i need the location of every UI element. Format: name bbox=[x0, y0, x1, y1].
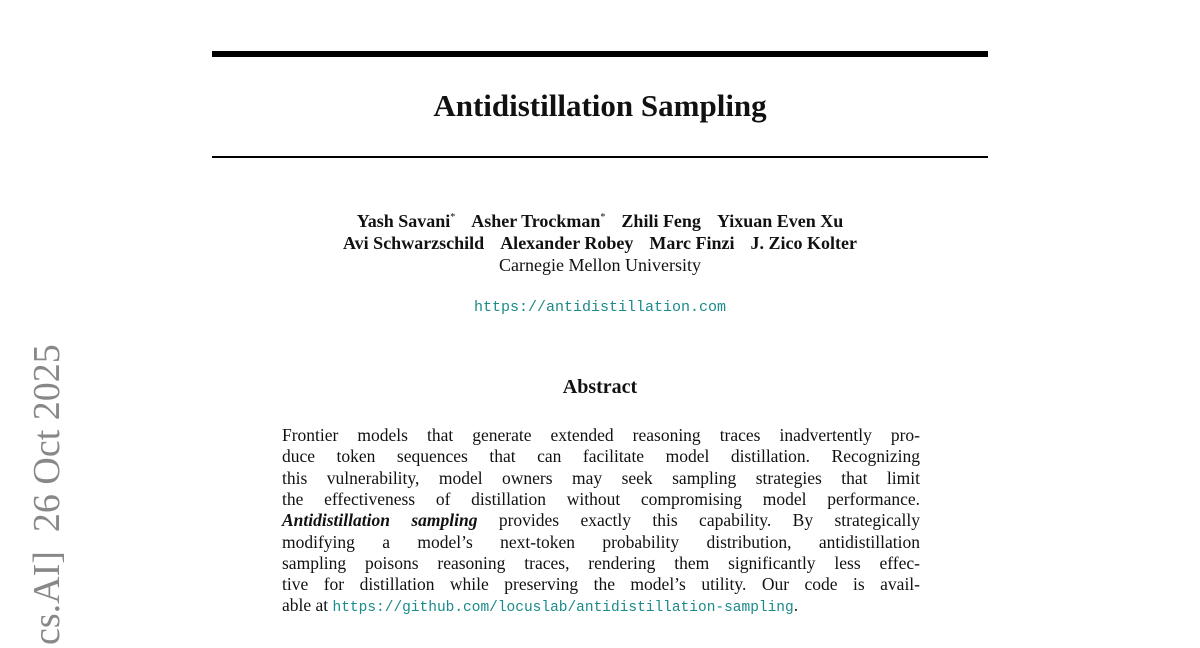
author: Marc Finzi bbox=[649, 233, 734, 253]
author-row: Yash Savani* Asher Trockman* Zhili Feng Yix… bbox=[0, 211, 1200, 232]
author-name: Yash Savani bbox=[356, 211, 451, 231]
author: Yixuan Even Xu bbox=[717, 211, 843, 231]
title-rule bbox=[212, 156, 988, 158]
abstract-line: the effectiveness of distillation withou… bbox=[282, 488, 920, 509]
project-url[interactable]: https://antidistillation.com bbox=[473, 299, 727, 316]
paper-title: Antidistillation Sampling bbox=[433, 88, 767, 123]
top-rule bbox=[212, 51, 988, 57]
author: J. Zico Kolter bbox=[751, 233, 857, 253]
abstract-line: Antidistillation sampling provides exact… bbox=[282, 510, 920, 531]
author-name: Avi Schwarzschild bbox=[343, 233, 485, 253]
abstract-line: this vulnerability, model owners may see… bbox=[282, 467, 920, 488]
author-name: Zhili Feng bbox=[621, 211, 701, 231]
author-name: Yixuan Even Xu bbox=[716, 211, 844, 231]
text: provides exactly this capability. By str… bbox=[477, 510, 920, 531]
text: . bbox=[793, 595, 799, 616]
author: Zhili Feng bbox=[621, 211, 701, 231]
author-mark: * bbox=[600, 212, 606, 223]
author-name: Asher Trockman bbox=[471, 211, 601, 231]
abstract-heading: Abstract bbox=[562, 376, 638, 398]
abstract-line: sampling poisons reasoning traces, rende… bbox=[282, 552, 920, 573]
abstract-line: Frontier models that generate extended r… bbox=[282, 425, 920, 445]
abstract-line: tive for distillation while preserving t… bbox=[282, 574, 920, 595]
author: Yash Savani* bbox=[357, 211, 456, 231]
code-link[interactable]: https://github.com/locuslab/antidistilla… bbox=[332, 600, 794, 617]
author-name: J. Zico Kolter bbox=[750, 233, 857, 253]
author-name: Alexander Robey bbox=[500, 233, 634, 253]
author-row: Avi Schwarzschild Alexander Robey Marc Fin… bbox=[0, 233, 1200, 254]
abstract-line: modifying a model’s next-token probabili… bbox=[282, 531, 920, 552]
affiliation: Carnegie Mellon University bbox=[499, 255, 701, 275]
abstract-line: duce token sequences that can facilitate… bbox=[282, 446, 920, 467]
emphasis: Antidistillation sampling bbox=[282, 510, 478, 531]
author: Asher Trockman* bbox=[471, 211, 605, 231]
author-name: Marc Finzi bbox=[649, 233, 735, 253]
author-mark: * bbox=[450, 212, 456, 223]
author: Avi Schwarzschild bbox=[343, 233, 484, 253]
text: able at bbox=[282, 595, 333, 616]
author: Alexander Robey bbox=[500, 233, 633, 253]
abstract-line: able at https://github.com/locuslab/anti… bbox=[282, 595, 920, 616]
